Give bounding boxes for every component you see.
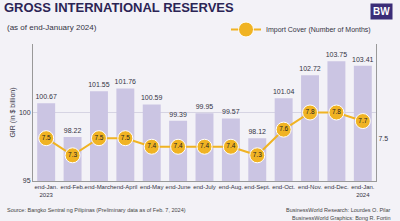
svg-text:(as of end-January 2024): (as of end-January 2024) <box>7 23 97 32</box>
svg-text:end-July: end-July <box>193 184 216 190</box>
svg-text:GIR (in $ billion): GIR (in $ billion) <box>9 87 17 137</box>
svg-text:100: 100 <box>19 109 31 116</box>
svg-text:end-Feb.: end-Feb. <box>61 184 85 190</box>
svg-text:end-Sept.: end-Sept. <box>244 184 270 190</box>
svg-text:7.7: 7.7 <box>358 117 367 124</box>
svg-text:BusinessWorld Research: Lourde: BusinessWorld Research: Lourdes O. Pilar <box>286 207 391 213</box>
svg-text:100.67: 100.67 <box>35 93 57 100</box>
svg-text:7.3: 7.3 <box>68 151 77 158</box>
svg-text:103.75: 103.75 <box>326 51 348 58</box>
svg-text:end-Dec.: end-Dec. <box>324 184 349 190</box>
svg-text:7.5: 7.5 <box>378 135 388 142</box>
svg-text:99.95: 99.95 <box>196 103 214 110</box>
svg-text:7.8: 7.8 <box>332 108 341 115</box>
svg-text:7.8: 7.8 <box>306 108 315 115</box>
svg-text:7.5: 7.5 <box>94 134 103 141</box>
svg-text:101.04: 101.04 <box>273 88 295 95</box>
svg-text:7.4: 7.4 <box>200 142 209 149</box>
svg-text:end-Jan.2023: end-Jan.2023 <box>35 184 59 198</box>
svg-text:BusinessWorld Graphics: Bong R: BusinessWorld Graphics: Bong R. Fortin <box>292 215 391 221</box>
svg-text:101.55: 101.55 <box>88 81 110 88</box>
svg-text:BW: BW <box>373 6 390 17</box>
svg-text:7.6: 7.6 <box>279 125 288 132</box>
svg-text:102.72: 102.72 <box>299 65 321 72</box>
svg-text:end-Oct.: end-Oct. <box>272 184 295 190</box>
svg-text:GROSS INTERNATIONAL RESERVES: GROSS INTERNATIONAL RESERVES <box>4 0 234 15</box>
svg-text:end-Nov.: end-Nov. <box>298 184 322 190</box>
svg-text:end-Aug.: end-Aug. <box>219 184 244 190</box>
svg-text:end-June: end-June <box>166 184 192 190</box>
svg-text:end-April: end-April <box>113 184 137 190</box>
svg-text:end-March: end-March <box>85 184 114 190</box>
svg-text:7.4: 7.4 <box>147 142 156 149</box>
svg-text:7.5: 7.5 <box>121 134 130 141</box>
svg-text:99.39: 99.39 <box>169 111 187 118</box>
svg-text:95: 95 <box>23 177 31 184</box>
svg-text:7.3: 7.3 <box>253 151 262 158</box>
svg-text:103.41: 103.41 <box>352 56 374 63</box>
svg-text:98.22: 98.22 <box>64 127 82 134</box>
svg-text:7.4: 7.4 <box>174 142 183 149</box>
svg-text:Import Cover (Number of Months: Import Cover (Number of Months) <box>266 26 371 34</box>
svg-text:end-Jan.2024: end-Jan.2024 <box>351 184 375 198</box>
svg-text:end-May: end-May <box>140 184 163 190</box>
svg-text:7.4: 7.4 <box>226 142 235 149</box>
svg-text:7.5: 7.5 <box>42 134 51 141</box>
svg-text:98.12: 98.12 <box>248 128 266 135</box>
svg-text:99.57: 99.57 <box>222 108 240 115</box>
svg-text:Source: Bangko Sentral ng Pili: Source: Bangko Sentral ng Pilipinas (Pre… <box>7 207 186 213</box>
svg-text:100.59: 100.59 <box>141 94 163 101</box>
svg-text:101.76: 101.76 <box>115 78 137 85</box>
